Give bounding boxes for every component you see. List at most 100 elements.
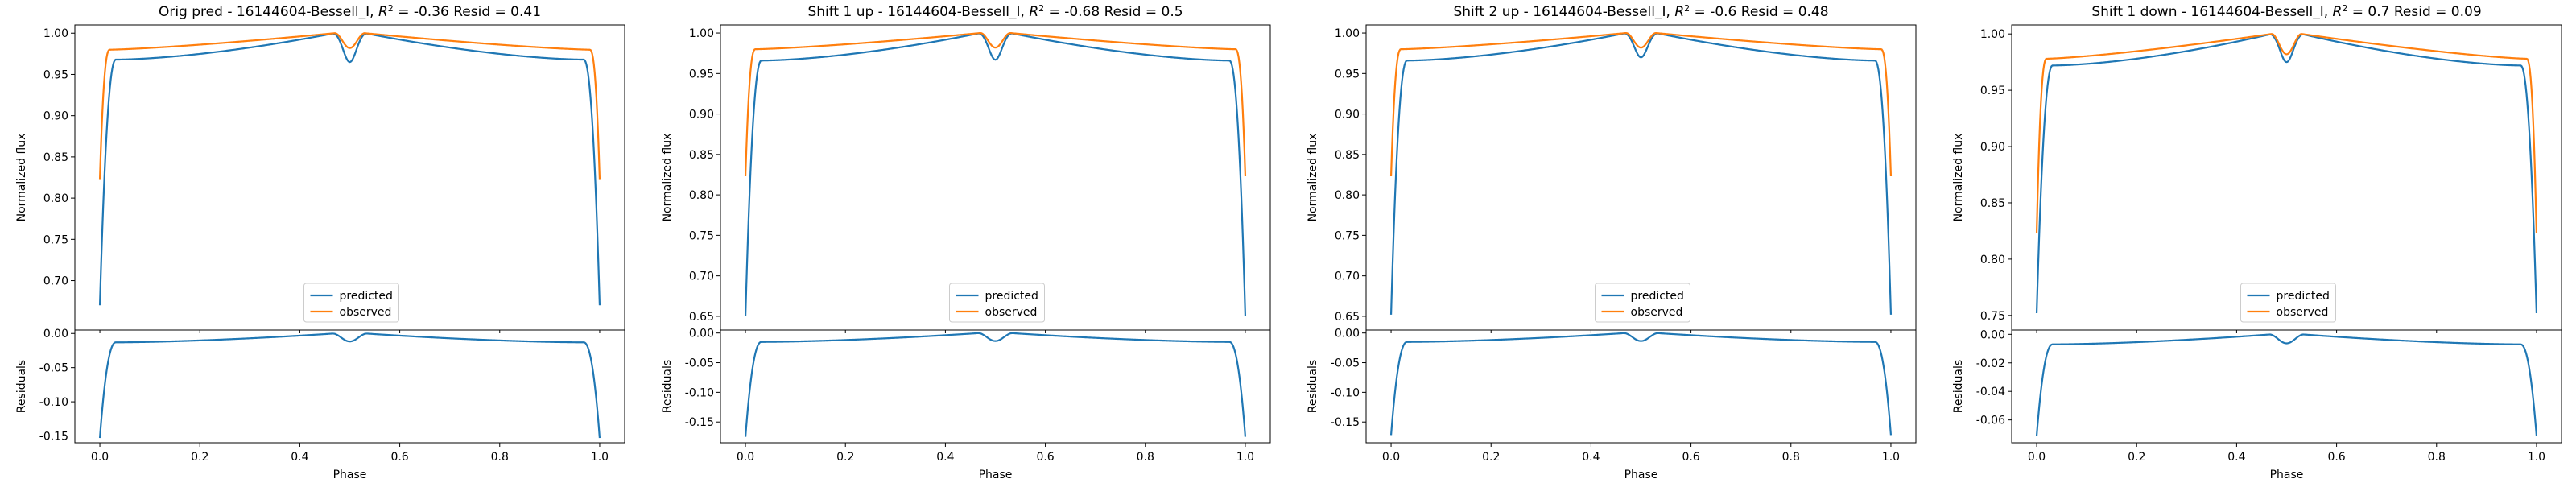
xtick-label: 0.0 bbox=[91, 451, 109, 464]
resid-axes-frame bbox=[1365, 329, 1917, 444]
resid-ytick-label: -0.15 bbox=[685, 416, 714, 429]
flux-ylabel: Normalized flux bbox=[15, 134, 28, 222]
chart-panel-3: Shift 2 up - 16144604-Bessell_I, R2 = -0… bbox=[1307, 3, 1917, 481]
resid-ytick-label: -0.05 bbox=[39, 362, 68, 375]
series-observed-line bbox=[1389, 31, 1893, 177]
resid-ytick-label: -0.05 bbox=[1331, 357, 1360, 370]
flux-ylabel: Normalized flux bbox=[1952, 134, 1965, 222]
resid-ytick-label: -0.10 bbox=[39, 396, 68, 409]
flux-ytick-label: 1.00 bbox=[1980, 28, 2005, 41]
flux-ytick-label: 0.90 bbox=[689, 109, 714, 122]
xtick-label: 0.8 bbox=[1137, 451, 1154, 464]
flux-ytick-label: 0.75 bbox=[1335, 229, 1360, 242]
legend: predicted observed bbox=[1595, 283, 1690, 323]
resid-ytick-label: -0.05 bbox=[685, 357, 714, 370]
resid-ytick-label: -0.06 bbox=[1976, 415, 2005, 427]
resid-ytick-label: -0.15 bbox=[1331, 416, 1360, 429]
legend-label-predicted: predicted bbox=[2277, 290, 2330, 303]
xtick-label: 1.0 bbox=[1236, 451, 1254, 464]
xtick-label: 0.0 bbox=[2028, 451, 2046, 464]
xtick-label: 0.6 bbox=[1036, 451, 1054, 464]
chart-title: Shift 1 down - 16144604-Bessell_I, R2 = … bbox=[2091, 3, 2481, 20]
flux-ytick-label: 0.95 bbox=[1980, 85, 2005, 97]
flux-ytick-label: 0.90 bbox=[43, 110, 68, 123]
resid-axes-frame bbox=[2011, 329, 2562, 444]
flux-ytick-label: 0.70 bbox=[43, 275, 68, 288]
resid-ytick-label: -0.10 bbox=[685, 386, 714, 399]
flux-ytick-label: 0.95 bbox=[689, 68, 714, 80]
xlabel: Phase bbox=[2270, 469, 2304, 481]
xtick-label: 0.2 bbox=[2128, 451, 2145, 464]
series-observed-line bbox=[98, 32, 601, 180]
legend: predicted observed bbox=[303, 283, 399, 323]
series-residual-line bbox=[744, 332, 1247, 437]
xlabel: Phase bbox=[333, 469, 367, 481]
xtick-label: 0.8 bbox=[491, 451, 509, 464]
xtick-label: 0.4 bbox=[291, 451, 308, 464]
flux-ytick-label: 0.70 bbox=[689, 270, 714, 283]
resid-ytick-label: -0.15 bbox=[39, 431, 68, 444]
legend-label-predicted: predicted bbox=[1631, 290, 1684, 303]
resid-ytick-label: 0.00 bbox=[43, 328, 68, 341]
resid-ytick-label: -0.10 bbox=[1331, 386, 1360, 399]
flux-ytick-label: 1.00 bbox=[689, 27, 714, 40]
flux-ytick-label: 1.00 bbox=[1335, 27, 1360, 40]
flux-ytick-label: 0.80 bbox=[1980, 254, 2005, 266]
chart-panel-2: Shift 1 up - 16144604-Bessell_I, R2 = -0… bbox=[661, 3, 1271, 481]
flux-ylabel: Normalized flux bbox=[1307, 134, 1319, 222]
xtick-label: 0.0 bbox=[1382, 451, 1400, 464]
series-observed-line bbox=[2035, 33, 2538, 233]
legend-label-observed: observed bbox=[1631, 306, 1683, 319]
legend-label-observed: observed bbox=[985, 306, 1038, 319]
chart-panel-4: Shift 1 down - 16144604-Bessell_I, R2 = … bbox=[1952, 3, 2562, 481]
flux-ytick-label: 0.80 bbox=[43, 192, 68, 205]
xtick-label: 0.4 bbox=[936, 451, 954, 464]
flux-ytick-label: 0.85 bbox=[1980, 197, 2005, 210]
chart-title: Orig pred - 16144604-Bessell_I, R2 = -0.… bbox=[159, 3, 541, 20]
flux-ytick-label: 0.95 bbox=[1335, 68, 1360, 80]
legend-label-observed: observed bbox=[2277, 306, 2329, 319]
xtick-label: 0.2 bbox=[1482, 451, 1500, 464]
flux-ytick-label: 0.75 bbox=[689, 229, 714, 242]
xtick-label: 0.8 bbox=[1782, 451, 1800, 464]
flux-ytick-label: 0.95 bbox=[43, 68, 68, 81]
chart-panel-1: Orig pred - 16144604-Bessell_I, R2 = -0.… bbox=[15, 3, 625, 481]
flux-ytick-label: 0.80 bbox=[1335, 189, 1360, 202]
flux-ytick-label: 0.85 bbox=[43, 151, 68, 164]
xtick-label: 0.8 bbox=[2428, 451, 2446, 464]
series-predicted-line bbox=[744, 32, 1247, 316]
flux-ytick-label: 0.65 bbox=[1335, 311, 1360, 324]
flux-ytick-label: 1.00 bbox=[43, 27, 68, 40]
legend-label-observed: observed bbox=[340, 306, 392, 319]
flux-ytick-label: 0.80 bbox=[689, 189, 714, 202]
xlabel: Phase bbox=[979, 469, 1013, 481]
series-predicted-line bbox=[2035, 33, 2538, 314]
resid-ytick-label: 0.00 bbox=[1980, 328, 2005, 341]
xtick-label: 0.6 bbox=[390, 451, 408, 464]
resid-axes-frame bbox=[720, 329, 1271, 444]
flux-ytick-label: 0.65 bbox=[689, 311, 714, 324]
flux-ytick-label: 0.70 bbox=[1335, 270, 1360, 283]
series-predicted-line bbox=[98, 32, 601, 306]
flux-ytick-label: 0.75 bbox=[1980, 310, 2005, 323]
resid-ytick-label: 0.00 bbox=[1335, 328, 1360, 341]
legend: predicted observed bbox=[949, 283, 1045, 323]
flux-ytick-label: 0.85 bbox=[1335, 149, 1360, 162]
resid-ylabel: Residuals bbox=[1307, 360, 1319, 413]
legend: predicted observed bbox=[2240, 283, 2336, 323]
flux-ytick-label: 0.90 bbox=[1980, 141, 2005, 154]
xtick-label: 1.0 bbox=[2528, 451, 2545, 464]
resid-ylabel: Residuals bbox=[1952, 360, 1965, 413]
xtick-label: 0.0 bbox=[737, 451, 754, 464]
resid-ytick-label: -0.04 bbox=[1976, 386, 2005, 398]
chart-title: Shift 2 up - 16144604-Bessell_I, R2 = -0… bbox=[1453, 3, 1828, 20]
flux-ytick-label: 0.90 bbox=[1335, 109, 1360, 122]
series-observed-line bbox=[744, 31, 1247, 177]
resid-ylabel: Residuals bbox=[661, 360, 674, 413]
flux-ylabel: Normalized flux bbox=[661, 134, 674, 222]
xtick-label: 1.0 bbox=[1882, 451, 1900, 464]
xtick-label: 1.0 bbox=[591, 451, 609, 464]
xlabel: Phase bbox=[1624, 469, 1658, 481]
resid-ytick-label: -0.02 bbox=[1976, 357, 2005, 370]
